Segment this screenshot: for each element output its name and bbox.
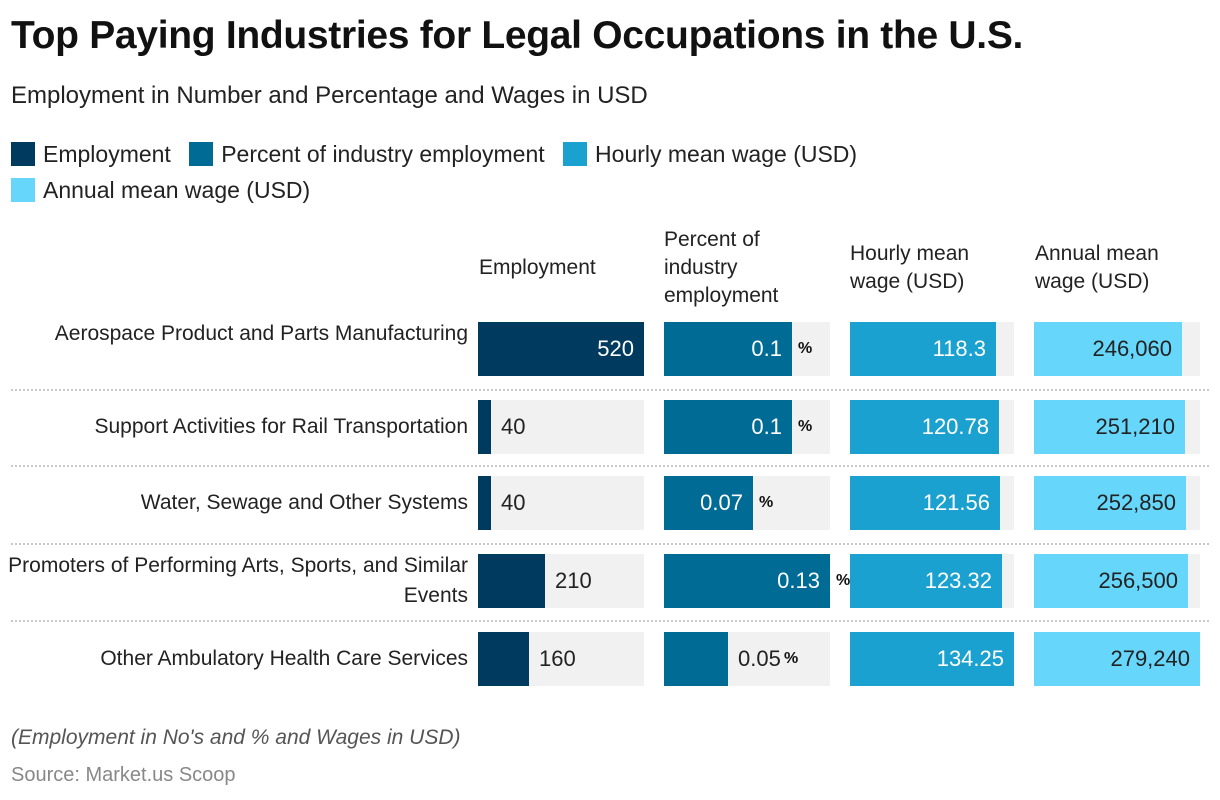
percent-sign: % [798, 418, 813, 435]
row-separator [11, 465, 1209, 467]
bar-percent [664, 632, 728, 686]
legend-item-annual: Annual mean wage (USD) [11, 172, 310, 208]
row-separator [11, 620, 1209, 622]
bar-track: 246,060 [1034, 322, 1200, 376]
bar-track: 520 [478, 322, 644, 376]
bar-employment [478, 554, 545, 608]
value-label-annual: 279,240 [1110, 646, 1190, 671]
bar-track: 40 [478, 400, 644, 454]
value-label-percent: 0.1 [751, 336, 782, 361]
value-label-percent: 0.1 [751, 414, 782, 439]
row-label-rail: Support Activities for Rail Transportati… [94, 415, 468, 438]
chart-title: Top Paying Industries for Legal Occupati… [11, 14, 1024, 57]
percent-sign: % [836, 572, 851, 589]
chart-source: Source: Market.us Scoop [11, 764, 236, 786]
column-header-percent: Percent of industry employment [664, 228, 779, 307]
row-label-aerospace: Aerospace Product and Parts Manufacturin… [54, 322, 468, 345]
value-label-annual: 256,500 [1098, 568, 1178, 593]
legend: Employment Percent of industry employmen… [11, 136, 1121, 208]
bar-percent [664, 476, 753, 530]
legend-swatch [11, 142, 35, 166]
bar-track: 118.3 [850, 322, 1014, 376]
bar-track: 0.1% [664, 322, 830, 376]
bar-track: 134.25 [850, 632, 1014, 686]
percent-sign: % [798, 340, 813, 357]
bar-percent [664, 400, 792, 454]
value-label-employment: 520 [597, 336, 634, 361]
value-label-percent: 0.07 [700, 490, 743, 515]
bar-percent [664, 322, 792, 376]
bar-annual [1034, 322, 1182, 376]
bar-employment [478, 476, 491, 530]
legend-label: Percent of industry employment [221, 141, 545, 167]
bar-track: 0.05% [664, 632, 830, 686]
legend-label: Hourly mean wage (USD) [595, 141, 858, 167]
legend-item-employment: Employment [11, 136, 171, 172]
value-label-percent: 0.13 [777, 568, 820, 593]
chart-subtitle: Employment in Number and Percentage and … [11, 82, 648, 109]
value-label-employment: 40 [501, 490, 526, 515]
value-label-annual: 246,060 [1092, 336, 1172, 361]
legend-item-hourly: Hourly mean wage (USD) [563, 136, 857, 172]
value-label-employment: 210 [555, 568, 592, 593]
value-label-hourly: 118.3 [932, 336, 986, 361]
legend-item-percent: Percent of industry employment [189, 136, 545, 172]
bar-employment [478, 632, 529, 686]
value-label-employment: 40 [501, 414, 526, 439]
row-label-ambulatory-health: Other Ambulatory Health Care Services [100, 647, 468, 670]
bar-track: 0.1% [664, 400, 830, 454]
bar-annual [1034, 400, 1185, 454]
legend-label: Annual mean wage (USD) [43, 177, 311, 203]
legend-swatch [563, 142, 588, 166]
column-header-employment: Employment [479, 256, 596, 279]
row-label-performing-arts: Promoters of Performing Arts, Sports, an… [8, 554, 468, 607]
column-header-hourly: Hourly mean wage (USD) [850, 242, 970, 293]
value-label-annual: 252,850 [1096, 490, 1176, 515]
value-label-hourly: 134.25 [936, 646, 1004, 671]
chart-note: (Employment in No's and % and Wages in U… [11, 726, 461, 749]
bar-track: 0.13% [664, 554, 850, 608]
bar-track: 251,210 [1034, 400, 1200, 454]
bar-hourly [850, 322, 996, 376]
column-header-annual: Annual mean wage (USD) [1035, 242, 1159, 293]
bar-percent [664, 554, 830, 608]
bar-track: 40 [478, 476, 644, 530]
bar-annual [1034, 632, 1200, 686]
bar-track: 160 [478, 632, 644, 686]
bar-track: 123.32 [850, 554, 1014, 608]
row-separator [11, 543, 1209, 545]
row-separator [11, 389, 1209, 391]
percent-sign: % [784, 650, 799, 667]
bar-hourly [850, 476, 1000, 530]
legend-label: Employment [43, 141, 171, 167]
value-label-hourly: 121.56 [922, 490, 990, 515]
bar-hourly [850, 554, 1002, 608]
legend-swatch [189, 142, 214, 166]
bar-track: 121.56 [850, 476, 1014, 530]
bar-employment [478, 322, 644, 376]
bar-track: 210 [478, 554, 644, 608]
bar-employment [478, 400, 491, 454]
row-label-water-sewage: Water, Sewage and Other Systems [140, 491, 468, 514]
bar-track: 0.07% [664, 476, 830, 530]
bar-hourly [850, 400, 999, 454]
bar-hourly [850, 632, 1014, 686]
value-label-hourly: 120.78 [921, 414, 989, 439]
value-label-employment: 160 [539, 646, 576, 671]
legend-swatch [11, 178, 35, 202]
bar-track: 279,240 [1034, 632, 1200, 686]
value-label-percent: 0.05 [738, 646, 781, 671]
bar-track: 120.78 [850, 400, 1014, 454]
value-label-hourly: 123.32 [924, 568, 992, 593]
bar-annual [1034, 554, 1188, 608]
value-label-annual: 251,210 [1095, 414, 1175, 439]
bar-track: 256,500 [1034, 554, 1200, 608]
percent-sign: % [759, 494, 774, 511]
bar-track: 252,850 [1034, 476, 1200, 530]
bar-annual [1034, 476, 1186, 530]
